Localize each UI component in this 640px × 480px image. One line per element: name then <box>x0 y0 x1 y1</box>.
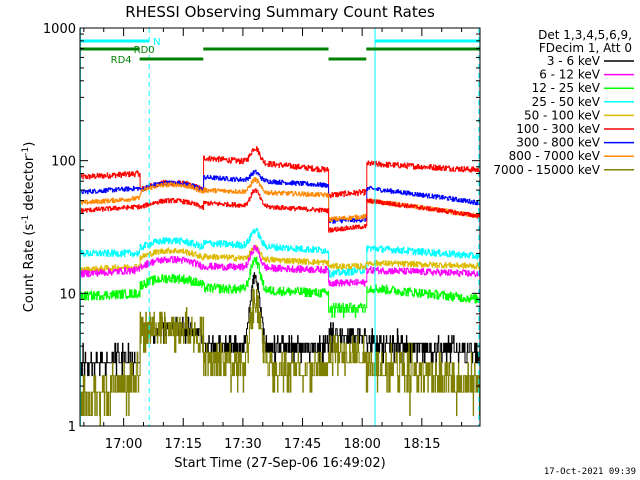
y-axis-label-sup2: -1 <box>21 147 31 156</box>
x-axis: 17:00 17:15 17:30 17:45 18:00 18:15 <box>83 28 463 452</box>
x-tick-label: 17:30 <box>224 437 261 452</box>
x-tick-label: 17:15 <box>165 437 202 452</box>
legend-entry-label: 7000 - 15000 keV <box>493 163 600 177</box>
legend-entry-label: 800 - 7000 keV <box>509 149 601 163</box>
y-axis-label-main: Count Rate (s <box>22 224 37 313</box>
y-tick-label: 10 <box>59 287 76 302</box>
legend-entry-label: 50 - 100 keV <box>524 108 601 122</box>
series-line <box>80 169 481 224</box>
legend-entry-label: 3 - 6 keV <box>547 54 601 68</box>
legend-entry-label: 300 - 800 keV <box>516 136 600 150</box>
y-tick-label: 1000 <box>43 22 76 37</box>
legend-header: Det 1,3,4,5,6,9, <box>538 28 632 42</box>
legend-entry-label: 25 - 50 keV <box>532 95 601 109</box>
x-tick-label: 18:00 <box>343 437 380 452</box>
y-axis-label: Count Rate (s-1 detector-1) <box>21 142 37 313</box>
series-line <box>80 228 481 278</box>
y-axis-label-sup1: -1 <box>21 215 31 224</box>
x-tick-label: 18:15 <box>403 437 440 452</box>
x-tick-label: 17:00 <box>105 437 142 452</box>
series-line <box>80 244 481 273</box>
y-axis-label-end: ) <box>22 142 37 147</box>
plot-frame <box>79 27 481 427</box>
flag-label: RD0 <box>134 45 155 56</box>
series-line <box>80 288 481 427</box>
series-line <box>80 256 481 318</box>
legend-entry-label: 100 - 300 keV <box>516 122 600 136</box>
legend-entry-label: 6 - 12 keV <box>539 68 601 82</box>
series-line <box>80 245 481 287</box>
y-tick-label: 100 <box>51 155 76 170</box>
series-layer <box>80 146 481 427</box>
footer-timestamp: 17-Oct-2021 09:39 <box>544 467 636 477</box>
series-line <box>80 146 481 199</box>
y-tick-label: 1 <box>68 420 76 435</box>
chart-title: RHESSI Observing Summary Count Rates <box>125 3 435 21</box>
flag-label: RD4 <box>111 55 132 66</box>
series-line <box>80 177 481 223</box>
flag-label: N <box>153 37 160 48</box>
x-tick-label: 17:45 <box>284 437 321 452</box>
series-line <box>80 188 481 233</box>
legend-header: FDecim 1, Att 0 <box>539 41 632 55</box>
y-axis-label-mid: detector <box>22 155 37 215</box>
x-axis-label: Start Time (27-Sep-06 16:49:02) <box>174 456 385 471</box>
legend-entry-label: 12 - 25 keV <box>532 81 601 95</box>
y-axis: 1 10 100 1000 <box>43 22 480 435</box>
legend: Det 1,3,4,5,6,9,FDecim 1, Att 03 - 6 keV… <box>493 28 634 177</box>
